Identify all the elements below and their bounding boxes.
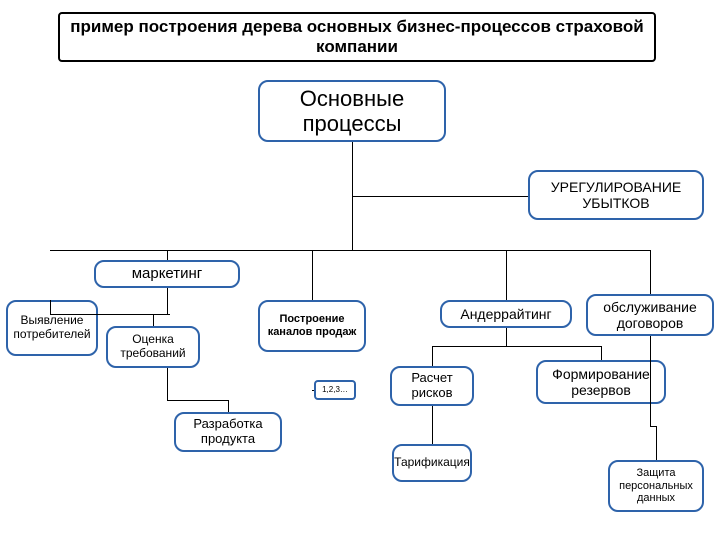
- connector-7: [50, 314, 170, 315]
- node-develop: Разработка продукта: [174, 412, 282, 452]
- node-tariff: Тарификация: [392, 444, 472, 482]
- connector-2: [50, 250, 650, 251]
- node-marketing: маркетинг: [94, 260, 240, 288]
- connector-13: [432, 346, 433, 366]
- connector-8: [50, 300, 51, 314]
- connector-9: [167, 288, 168, 314]
- connector-21: [228, 400, 229, 412]
- node-claims: УРЕГУЛИРОВАНИЕ УБЫТКОВ: [528, 170, 704, 220]
- connector-18: [432, 406, 433, 444]
- node-identify: Выявление потребителей: [6, 300, 98, 356]
- connector-14: [601, 346, 602, 360]
- connector-4: [312, 250, 313, 300]
- node-title: пример построения дерева основных бизнес…: [58, 12, 656, 62]
- node-personal: Защита персональных данных: [608, 460, 704, 512]
- connector-6: [650, 250, 651, 294]
- connector-19: [167, 368, 168, 400]
- connector-20: [167, 400, 228, 401]
- connector-12: [432, 346, 601, 347]
- connector-1: [352, 196, 528, 197]
- node-channels: Построение каналов продаж: [258, 300, 366, 352]
- node-reserves: Формирование резервов: [536, 360, 666, 404]
- node-main: Основные процессы: [258, 80, 446, 142]
- connector-5: [506, 250, 507, 300]
- node-number: 1,2,3…: [314, 380, 356, 400]
- connector-22: [312, 390, 314, 391]
- connector-11: [506, 328, 507, 346]
- connector-15: [650, 336, 651, 426]
- connector-10: [153, 314, 154, 326]
- node-underwrite: Андеррайтинг: [440, 300, 572, 328]
- connector-17: [656, 426, 657, 460]
- connector-3: [167, 250, 168, 260]
- node-assess: Оценка требований: [106, 326, 200, 368]
- node-service: обслуживание договоров: [586, 294, 714, 336]
- node-risks: Расчет рисков: [390, 366, 474, 406]
